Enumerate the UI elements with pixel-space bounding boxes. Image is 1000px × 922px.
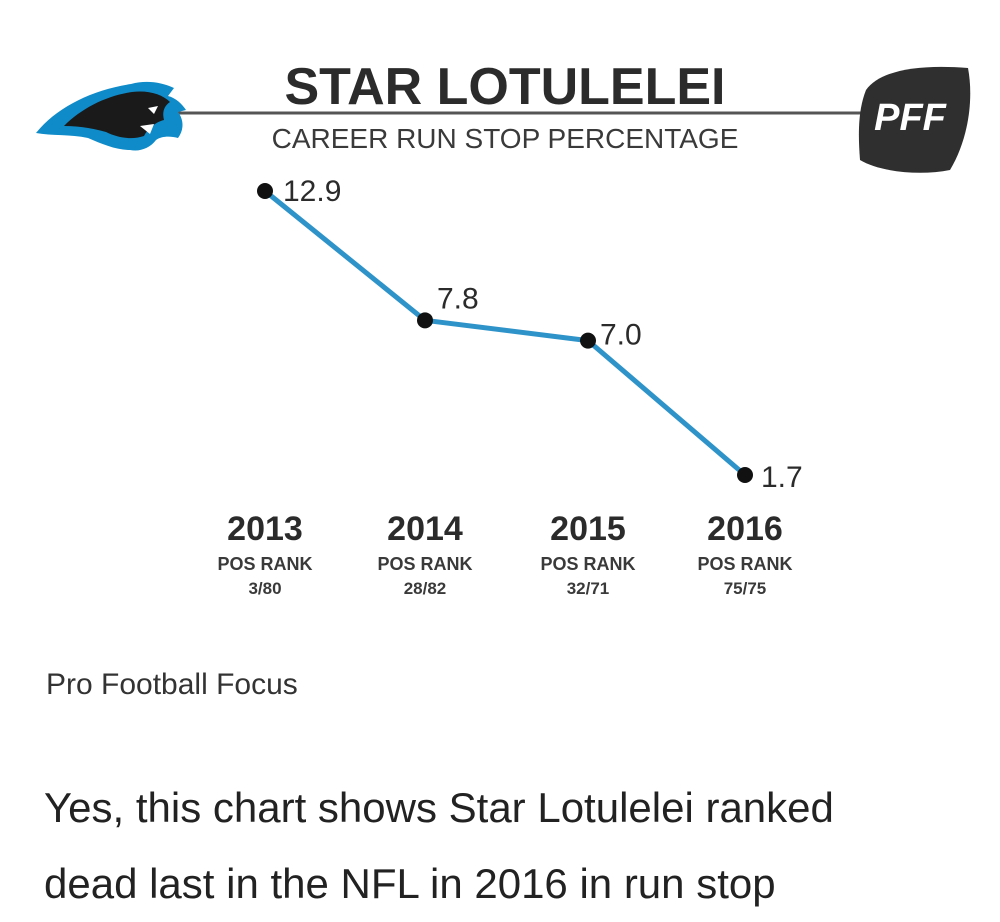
pff-logo-text: PFF [874, 97, 948, 139]
data-label: 12.9 [283, 175, 341, 208]
pff-logo: PFF [858, 66, 971, 173]
data-point [257, 183, 273, 199]
source-caption: Pro Football Focus [46, 668, 298, 701]
pos-rank-label: POS RANK [697, 554, 792, 574]
x-tick-label: 2013 [227, 510, 303, 548]
pos-rank-value: 28/82 [404, 579, 447, 598]
article-text: Yes, this chart shows Star Lotulelei ran… [44, 770, 984, 922]
pos-rank-value: 3/80 [248, 579, 281, 598]
data-point [417, 312, 433, 329]
data-label: 7.0 [600, 319, 642, 352]
pos-rank-value: 75/75 [724, 579, 767, 598]
x-tick-label: 2015 [550, 510, 626, 548]
data-label: 7.8 [437, 282, 479, 315]
article-line-2: dead last in the NFL in 2016 in run stop [44, 860, 776, 907]
x-axis-labels: 2013 POS RANK 3/80 2014 POS RANK 28/82 2015 POS… [217, 510, 792, 598]
chart-title: STAR LOTULELEI [284, 58, 725, 116]
x-tick-label: 2016 [707, 510, 783, 548]
data-marks: 12.9 7.8 7.0 1.7 [257, 175, 803, 494]
panthers-logo [36, 81, 186, 151]
chart-subtitle: CAREER RUN STOP PERCENTAGE [272, 123, 739, 154]
data-point [580, 332, 596, 349]
series-line [262, 188, 748, 478]
pos-rank-label: POS RANK [217, 554, 312, 574]
article-line-1: Yes, this chart shows Star Lotulelei ran… [44, 784, 834, 831]
x-tick-label: 2014 [387, 510, 463, 548]
data-point [737, 467, 753, 483]
pos-rank-label: POS RANK [377, 554, 472, 574]
data-label: 1.7 [761, 461, 803, 494]
chart: PFF STAR LOTULELEI CAREER RUN STOP PERCE… [36, 58, 971, 598]
pos-rank-value: 32/71 [567, 579, 610, 598]
pos-rank-label: POS RANK [540, 554, 635, 574]
